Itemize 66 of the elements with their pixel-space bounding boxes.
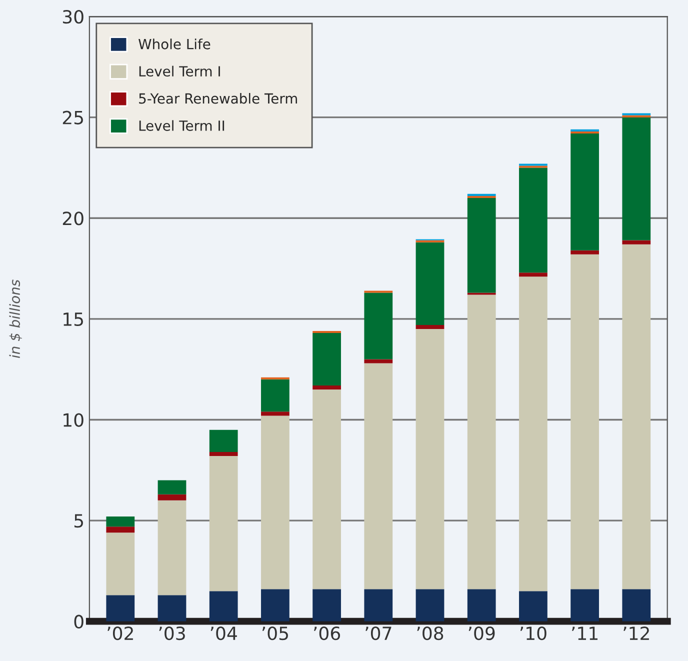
bar xyxy=(209,452,238,456)
bar xyxy=(467,198,496,293)
bar xyxy=(519,276,548,592)
x-tick-label: ’03 xyxy=(159,626,185,640)
bar xyxy=(209,591,238,622)
bar xyxy=(416,242,444,325)
bar xyxy=(570,589,599,622)
bar xyxy=(312,589,341,622)
y-tick-label: 25 xyxy=(62,110,83,124)
y-tick-label: 30 xyxy=(62,10,84,24)
bar xyxy=(158,494,186,500)
x-tick-label: ’08 xyxy=(417,626,444,640)
bar xyxy=(519,168,548,273)
x-tick-label: ’07 xyxy=(366,626,392,640)
x-tick-label: ’02 xyxy=(108,626,133,640)
x-tick-label: ’04 xyxy=(210,626,237,640)
y-tick-label: 5 xyxy=(74,514,83,528)
bar xyxy=(622,589,651,622)
bar xyxy=(209,456,238,592)
legend-label: 5-Year Renewable Term xyxy=(139,93,297,104)
x-tick-label: ’10 xyxy=(520,626,546,640)
bar xyxy=(158,500,186,596)
bar xyxy=(209,430,238,452)
bar xyxy=(570,133,599,250)
bar xyxy=(106,595,135,622)
bar xyxy=(106,532,135,596)
x-tick-label: ’11 xyxy=(572,626,598,640)
bar xyxy=(622,244,651,590)
bar xyxy=(312,385,341,390)
bar xyxy=(364,359,393,364)
bar xyxy=(622,117,651,240)
bar xyxy=(261,589,290,622)
bar xyxy=(519,591,548,622)
bar xyxy=(312,389,341,590)
x-tick-label: ’05 xyxy=(262,626,288,640)
bar xyxy=(261,412,290,416)
bar xyxy=(364,589,393,622)
y-tick-label: 0 xyxy=(74,614,84,628)
x-tick-label: ’06 xyxy=(314,626,340,640)
legend-label: Whole Life xyxy=(138,38,210,50)
bar xyxy=(519,272,548,277)
bar xyxy=(570,254,599,590)
bar xyxy=(106,516,135,527)
legend-label: Level Term II xyxy=(139,120,224,131)
bar xyxy=(570,250,599,254)
bar xyxy=(364,292,393,360)
bar xyxy=(364,363,393,590)
x-tick-label: ’12 xyxy=(624,626,649,640)
bar xyxy=(312,333,341,386)
bar xyxy=(467,589,496,622)
bar xyxy=(416,324,444,330)
bar xyxy=(158,480,186,494)
bar xyxy=(416,589,444,622)
bar xyxy=(106,526,135,533)
y-tick-label: 20 xyxy=(62,212,84,226)
y-axis-title: in $ billions xyxy=(9,280,22,358)
y-tick-label: 10 xyxy=(64,413,84,427)
bar xyxy=(261,379,290,412)
bar xyxy=(261,416,290,590)
x-tick-label: ’09 xyxy=(468,626,495,640)
bar xyxy=(416,329,444,590)
bar xyxy=(158,595,186,622)
bar xyxy=(622,240,651,244)
y-tick-label: 15 xyxy=(64,312,83,326)
legend-label: Level Term I xyxy=(139,66,220,77)
bar xyxy=(467,294,496,590)
